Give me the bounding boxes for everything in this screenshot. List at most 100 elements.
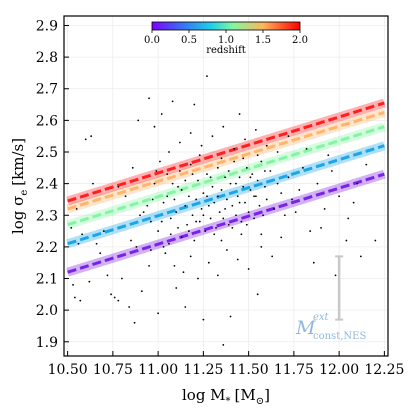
scatter-point-129 xyxy=(222,125,225,128)
x-axis-label-sub: * xyxy=(226,396,231,407)
scatter-point-118 xyxy=(216,274,219,277)
scatter-point-166 xyxy=(173,198,176,201)
scatter-points xyxy=(70,75,377,346)
x-axis-label-unit-close: ] xyxy=(264,386,270,404)
scatter-point-119 xyxy=(226,249,228,251)
scatter-point-133 xyxy=(265,144,268,147)
scatter-point-134 xyxy=(276,151,279,153)
scatter-point-27 xyxy=(149,220,152,223)
scatter-point-121 xyxy=(247,268,250,270)
scatter-point-169 xyxy=(184,179,187,182)
scatter-point-145 xyxy=(280,236,283,239)
scatter-point-162 xyxy=(159,160,161,163)
scatter-point-106 xyxy=(330,170,333,172)
scatter-point-47 xyxy=(184,204,187,207)
y-tick-label-6: 2.5 xyxy=(36,145,58,161)
scatter-point-93 xyxy=(269,170,272,172)
scatter-point-14 xyxy=(106,274,109,277)
model-line-0 xyxy=(67,172,385,274)
scatter-point-86 xyxy=(254,195,257,198)
scatter-point-12 xyxy=(99,252,102,255)
scatter-point-132 xyxy=(254,128,257,131)
scatter-point-108 xyxy=(347,217,350,220)
scatter-point-58 xyxy=(204,230,207,232)
x-tick-label-6: 12.00 xyxy=(319,362,359,378)
scatter-point-161 xyxy=(155,170,158,172)
scatter-point-92 xyxy=(265,198,268,201)
scatter-point-51 xyxy=(191,214,194,217)
scatter-point-153 xyxy=(359,255,362,258)
scatter-point-83 xyxy=(249,189,252,191)
scatter-point-41 xyxy=(169,217,172,220)
scatter-point-8 xyxy=(84,138,87,141)
error-bar xyxy=(335,255,344,321)
scatter-point-38 xyxy=(162,201,165,204)
scatter-point-67 xyxy=(220,189,223,191)
scatter-point-181 xyxy=(227,170,230,172)
scatter-point-151 xyxy=(345,239,348,242)
scatter-point-189 xyxy=(256,154,259,157)
scatter-point-125 xyxy=(178,141,181,144)
x-tick-label-1: 10.75 xyxy=(93,362,133,378)
scatter-point-95 xyxy=(276,182,279,185)
scatter-point-150 xyxy=(334,274,337,277)
scatter-point-149 xyxy=(327,154,330,157)
scatter-point-186 xyxy=(245,223,248,226)
scatter-point-13 xyxy=(102,230,105,232)
scatter-point-131 xyxy=(244,138,246,141)
y-tick-label-4: 2.3 xyxy=(36,208,58,224)
colorbar-tick-label-0: 0.0 xyxy=(144,35,160,46)
scatter-point-99 xyxy=(291,198,293,201)
scatter-point-98 xyxy=(287,176,290,179)
y-axis-label-main: log σ xyxy=(9,196,27,234)
scatter-point-82 xyxy=(247,211,250,213)
scatter-point-170 xyxy=(187,230,190,232)
scatter-point-190 xyxy=(260,233,263,236)
scatter-point-0 xyxy=(70,227,73,229)
scatter-point-179 xyxy=(220,157,223,160)
x-tick-label-2: 11.00 xyxy=(138,362,178,378)
scatter-point-6 xyxy=(73,296,76,299)
model-line-3 xyxy=(67,111,385,211)
y-tick-label-10: 2.9 xyxy=(36,18,58,34)
scatter-point-39 xyxy=(166,195,169,198)
scatter-point-80 xyxy=(244,201,246,204)
model-line-2 xyxy=(67,125,385,227)
scatter-point-158 xyxy=(220,239,223,242)
scatter-point-157 xyxy=(171,100,174,103)
scatter-point-15 xyxy=(110,293,112,296)
scatter-point-57 xyxy=(202,192,205,195)
scatter-point-94 xyxy=(273,208,275,210)
y-tick-label-9: 2.8 xyxy=(36,50,58,66)
model-label-sub: const,NES xyxy=(313,331,366,342)
scatter-point-22 xyxy=(131,166,134,169)
scatter-point-136 xyxy=(206,75,208,77)
scatter-point-146 xyxy=(305,147,308,150)
scatter-point-122 xyxy=(260,245,263,248)
colorbar-gradient xyxy=(151,21,301,31)
scatter-point-152 xyxy=(352,201,355,204)
x-axis-label-main: log M xyxy=(182,386,226,404)
scatter-point-16 xyxy=(113,296,116,299)
scatter-point-79 xyxy=(242,185,245,188)
scatter-point-138 xyxy=(193,103,196,106)
scatter-point-60 xyxy=(207,204,210,207)
scatter-point-164 xyxy=(166,173,169,176)
scatter-point-110 xyxy=(365,163,368,166)
scatter-point-62 xyxy=(211,185,214,188)
model-line-4 xyxy=(67,101,385,203)
scatter-point-7 xyxy=(79,299,82,302)
scatter-point-65 xyxy=(216,166,219,169)
scatter-point-81 xyxy=(245,166,248,169)
scatter-point-137 xyxy=(238,113,241,115)
scatter-point-183 xyxy=(235,182,237,185)
scatter-point-168 xyxy=(180,236,183,239)
model-label: M ext const,NES xyxy=(295,312,366,342)
scatter-point-30 xyxy=(140,290,143,293)
scatter-point-76 xyxy=(236,195,239,198)
scatter-point-23 xyxy=(135,245,138,248)
scatter-point-155 xyxy=(153,125,156,128)
model-lines xyxy=(66,98,386,277)
scatter-point-89 xyxy=(260,160,263,163)
scatter-point-143 xyxy=(175,287,178,289)
